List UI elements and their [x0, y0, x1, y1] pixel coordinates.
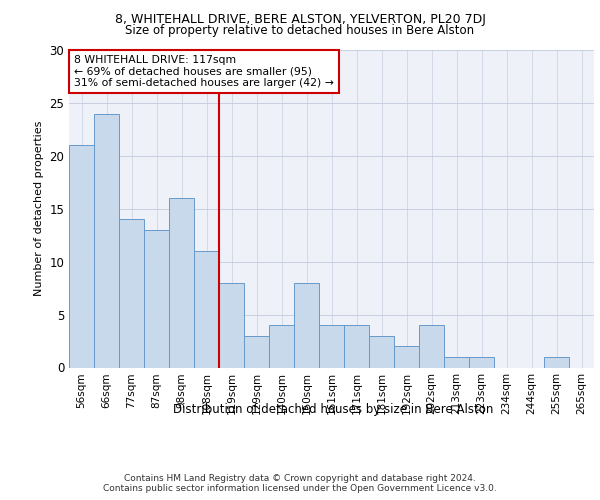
Y-axis label: Number of detached properties: Number of detached properties	[34, 121, 44, 296]
Text: Contains HM Land Registry data © Crown copyright and database right 2024.: Contains HM Land Registry data © Crown c…	[124, 474, 476, 483]
Bar	[469, 357, 494, 368]
Bar	[419, 325, 444, 368]
Text: Size of property relative to detached houses in Bere Alston: Size of property relative to detached ho…	[125, 24, 475, 37]
Bar	[194, 251, 219, 368]
Bar	[219, 283, 244, 368]
Bar	[444, 357, 469, 368]
Bar	[94, 114, 119, 368]
Bar	[119, 220, 144, 368]
Bar	[269, 325, 294, 368]
Text: 8 WHITEHALL DRIVE: 117sqm
← 69% of detached houses are smaller (95)
31% of semi-: 8 WHITEHALL DRIVE: 117sqm ← 69% of detac…	[74, 55, 334, 88]
Bar	[244, 336, 269, 368]
Bar	[294, 283, 319, 368]
Bar	[144, 230, 169, 368]
Bar	[169, 198, 194, 368]
Bar	[344, 325, 369, 368]
Text: Distribution of detached houses by size in Bere Alston: Distribution of detached houses by size …	[173, 402, 493, 415]
Bar	[69, 145, 94, 368]
Bar	[394, 346, 419, 368]
Text: Contains public sector information licensed under the Open Government Licence v3: Contains public sector information licen…	[103, 484, 497, 493]
Bar	[319, 325, 344, 368]
Bar	[544, 357, 569, 368]
Bar	[369, 336, 394, 368]
Text: 8, WHITEHALL DRIVE, BERE ALSTON, YELVERTON, PL20 7DJ: 8, WHITEHALL DRIVE, BERE ALSTON, YELVERT…	[115, 12, 485, 26]
